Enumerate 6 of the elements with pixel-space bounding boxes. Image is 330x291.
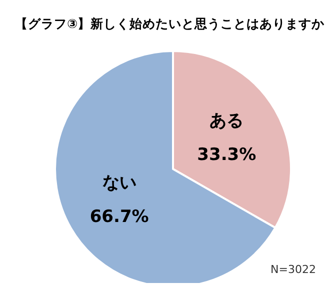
chart-title: 【グラフ③】新しく始めたいと思うことはありますか <box>15 16 326 31</box>
text: N=3022 <box>270 263 316 276</box>
data-label: 66.7% <box>90 207 149 228</box>
data-label: 33.3% <box>197 144 256 165</box>
slice-label: ある <box>210 110 244 131</box>
slice-label: ない <box>102 173 136 194</box>
